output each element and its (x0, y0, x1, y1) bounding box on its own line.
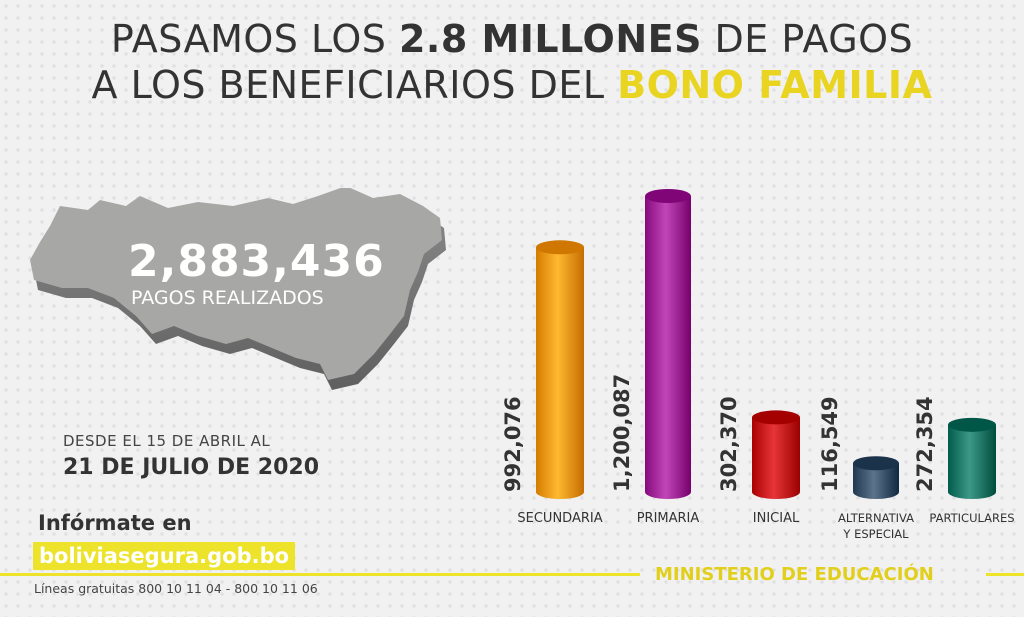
page-title-line-1: PASAMOS LOS 2.8 MILLONES DE PAGOS (110, 17, 914, 61)
ministry-name: MINISTERIO DE EDUCACIÓN (655, 564, 934, 585)
value-label-4: 272,354 (913, 396, 937, 492)
value-label-1: 1,200,087 (610, 374, 634, 492)
category-label-3-line-1: Y ESPECIAL (842, 527, 909, 541)
info-heading: Infórmate en (38, 511, 192, 535)
footer-divider-right (986, 573, 1024, 576)
period-start-text: DESDE EL 15 DE ABRIL AL (63, 432, 271, 450)
value-label-0: 992,076 (501, 396, 525, 492)
category-label-1: PRIMARIA (637, 511, 700, 526)
bar-4 (948, 417, 996, 499)
bar-1 (645, 189, 691, 499)
category-label-3-line-0: ALTERNATIVA (838, 511, 914, 525)
bar-0 (536, 240, 584, 499)
category-label-4: PARTICULARES (929, 511, 1014, 525)
category-label-0: SECUNDARIA (517, 511, 602, 526)
website-link[interactable]: boliviasegura.gob.bo (33, 542, 296, 570)
category-label-2: INICIAL (753, 511, 800, 526)
value-label-3: 116,549 (818, 396, 842, 492)
map-of-la-paz (30, 188, 446, 390)
total-payments-label: PAGOS REALIZADOS (131, 287, 324, 309)
hotlines-text: Líneas gratuitas 800 10 11 04 - 800 10 1… (34, 581, 318, 596)
bar-3 (853, 456, 899, 499)
value-label-2: 302,370 (717, 396, 741, 492)
page-title-line-2: A LOS BENEFICIARIOS DEL BONO FAMILIA (91, 63, 933, 107)
footer-divider-left (0, 573, 640, 576)
total-payments-value: 2,883,436 (128, 236, 385, 287)
bar-2 (752, 410, 800, 499)
period-end-text: 21 DE JULIO DE 2020 (63, 455, 320, 480)
